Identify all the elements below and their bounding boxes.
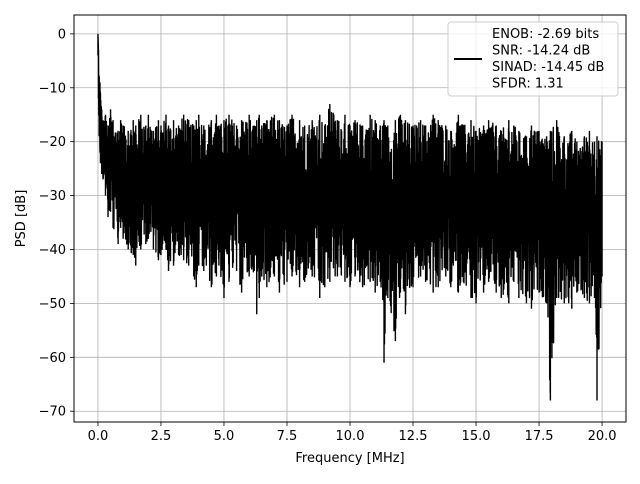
legend-box [447,21,619,97]
legend-entry: ENOB: -2.69 bits [492,27,599,42]
legend-entry: SINAD: -14.45 dB [492,60,604,75]
data-layer [97,33,603,401]
psd-series-line [97,33,603,401]
y-tick-label: −10 [39,81,66,96]
ticks: 0.0 2.5 5.0 7.5 10.0 12.5 15.0 17.5 20.0 0 −10 −20 −… [39,27,617,444]
y-tick-label: 0 [58,27,66,42]
x-tick-label: 2.5 [151,429,172,444]
x-tick-label: 10.0 [336,429,365,444]
y-tick-label: −50 [39,297,66,312]
x-tick-label: 5.0 [214,429,235,444]
x-tick-label: 20.0 [588,429,617,444]
x-tick-label: 17.5 [525,429,554,444]
x-tick-label: 12.5 [399,429,428,444]
legend-entry: SFDR: 1.31 [492,77,564,92]
y-tick-label: −60 [39,351,66,366]
legend-entry: SNR: -14.24 dB [492,44,590,59]
x-tick-label: 0.0 [88,429,109,444]
y-tick-label: −70 [39,405,66,420]
x-tick-label: 15.0 [462,429,491,444]
x-tick-label: 7.5 [277,429,298,444]
y-tick-label: −30 [39,189,66,204]
y-tick-label: −40 [39,243,66,258]
y-tick-label: −20 [39,135,66,150]
y-axis-label: PSD [dB] [14,190,29,248]
x-axis-label: Frequency [MHz] [295,451,404,466]
